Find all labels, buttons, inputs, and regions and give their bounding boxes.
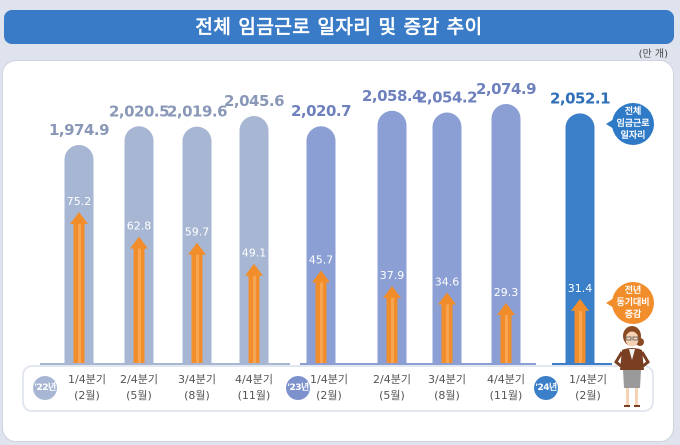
x-axis-tick-label: 4/4분기 (11월) (219, 372, 289, 404)
month-label: (11월) (237, 389, 271, 402)
change-value-label: 34.6 (435, 275, 460, 288)
change-arrow-highlight (320, 282, 323, 363)
change-value-label: 37.9 (380, 269, 405, 282)
change-arrow-highlight (505, 315, 508, 363)
change-value-label: 29.3 (494, 286, 519, 299)
month-label: (5월) (126, 389, 152, 402)
total-bar (306, 126, 336, 363)
quarter-label: 1/4분기 (569, 373, 607, 386)
total-value-label: 2,019.6 (167, 103, 227, 121)
x-axis-label-box (22, 365, 654, 412)
change-value-label: 62.8 (127, 220, 152, 233)
quarter-label: 2/4분기 (120, 373, 158, 386)
legend-change-label: 전년 동기대비 증감 (616, 286, 650, 320)
change-arrow-highlight (138, 248, 141, 363)
quarter-label: 3/4분기 (178, 373, 216, 386)
change-arrow-highlight (446, 304, 449, 363)
x-axis-tick-label: 3/4분기 (8월) (412, 372, 482, 404)
change-value-label: 49.1 (242, 247, 267, 260)
total-bar (432, 112, 462, 363)
change-value-label: 31.4 (568, 282, 593, 295)
legend-total-label: 전체 임금근로 일자리 (616, 107, 650, 141)
legend-change-bubble: 전년 동기대비 증감 (606, 282, 654, 324)
x-axis-tick-label: 2/4분기 (5월) (104, 372, 174, 404)
total-value-label: 2,020.5 (109, 102, 169, 120)
total-value-label: 2,045.6 (224, 92, 284, 110)
change-arrow-highlight (579, 310, 582, 363)
month-label: (8월) (184, 389, 210, 402)
unit-label: (만 개) (638, 49, 668, 60)
total-bar (377, 110, 407, 363)
year-badge: '23년 (286, 376, 310, 400)
change-value-label: 75.2 (67, 195, 92, 208)
x-axis-tick-label: 1/4분기 (2월) (294, 372, 364, 404)
change-value-label: 45.7 (309, 253, 334, 266)
x-axis-tick-label: 2/4분기 (5월) (357, 372, 427, 404)
total-value-label: 2,074.9 (476, 80, 536, 98)
month-label: (2월) (575, 389, 601, 402)
year-badge: '24년 (534, 376, 558, 400)
x-axis-tick-label: 4/4분기 (11월) (471, 372, 541, 404)
year-badge: '22년 (33, 376, 57, 400)
total-bar (565, 113, 595, 364)
total-bar (239, 116, 269, 363)
businesswoman-illustration (614, 326, 650, 407)
total-value-label: 2,054.2 (417, 88, 477, 106)
quarter-label: 4/4분기 (235, 373, 273, 386)
total-value-label: 2,052.1 (550, 89, 610, 107)
total-value-label: 2,020.7 (291, 102, 351, 120)
month-label: (8월) (434, 389, 460, 402)
month-label: (2월) (316, 389, 342, 402)
chart-title: 전체 임금근로 일자리 및 증감 추이 (4, 10, 674, 44)
quarter-label: 2/4분기 (373, 373, 411, 386)
total-value-label: 1,974.9 (49, 121, 109, 139)
quarter-label: 4/4분기 (487, 373, 525, 386)
change-arrow-highlight (196, 254, 199, 363)
month-label: (2월) (74, 389, 100, 402)
x-axis-tick-label: 1/4분기 (2월) (52, 372, 122, 404)
month-label: (5월) (379, 389, 405, 402)
month-label: (11월) (489, 389, 523, 402)
total-bar (491, 104, 521, 363)
x-axis-tick-label: 1/4분기 (2월) (553, 372, 623, 404)
legend-total-bubble: 전체 임금근로 일자리 (606, 103, 654, 145)
change-arrow-highlight (78, 224, 81, 363)
quarter-label: 3/4분기 (428, 373, 466, 386)
quarter-label: 1/4분기 (68, 373, 106, 386)
change-arrow-highlight (391, 297, 394, 363)
total-value-label: 2,058.4 (362, 87, 422, 105)
change-arrow-highlight (253, 275, 256, 363)
x-axis-tick-label: 3/4분기 (8월) (162, 372, 232, 404)
change-value-label: 59.7 (185, 226, 210, 239)
quarter-label: 1/4분기 (310, 373, 348, 386)
